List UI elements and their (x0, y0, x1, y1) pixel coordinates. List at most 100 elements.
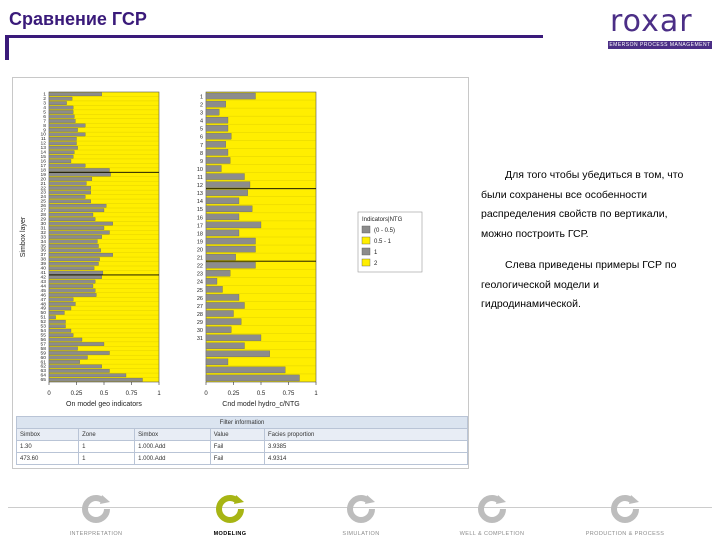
chart-2-y-tick-label: 12 (197, 183, 203, 189)
chart-1-x-tick-label: 0.25 (71, 391, 83, 397)
chart-1-bar (48, 360, 80, 364)
chart-2-bar (205, 366, 286, 374)
legend-swatch (361, 225, 371, 234)
chart-1-bar (48, 279, 96, 284)
chart-1-y-tick-label: 1 (43, 92, 46, 98)
chart-1-x-tick-label: 0 (47, 391, 51, 397)
chart-2-bar (205, 197, 240, 204)
cycle-arrow-icon (216, 495, 244, 523)
chart-1-y-tick-label: 57 (41, 341, 47, 347)
chart-1-y-tick-label: 47 (41, 297, 47, 303)
chart-1-y-tick-label: 62 (41, 364, 47, 370)
chart-2-y-tick-label: 28 (197, 312, 203, 318)
chart-1-y-tick-label: 2 (43, 96, 46, 102)
chart-1-bar (48, 257, 100, 262)
table-cell: 1 (78, 440, 136, 453)
chart-2-bar (205, 157, 231, 164)
legend-swatch (361, 236, 371, 245)
chart-1-y-tick-label: 23 (41, 190, 47, 196)
chart-2-bar (205, 165, 222, 172)
chart-1-bar (48, 239, 98, 244)
chart-1-bar (48, 159, 72, 163)
chart-2-x-tick-label: 0 (204, 391, 208, 397)
chart-1-y-tick-label: 28 (41, 212, 47, 218)
chart-2-y-tick-label: 23 (197, 272, 203, 278)
chart-2-y-tick-label: 20 (197, 248, 203, 254)
chart-2-y-tick-label: 9 (200, 159, 203, 165)
chart-2-y-tick-label: 21 (197, 256, 203, 262)
chart-2-bar (205, 117, 229, 124)
chart-2-bar (205, 326, 232, 333)
chart-2-y-tick-label: 7 (200, 143, 203, 149)
chart-1-y-tick-label: 46 (41, 292, 47, 298)
workflow-step-label: INTERPRETATION (69, 531, 123, 537)
chart-2-bar (205, 342, 245, 349)
chart-2-bar (205, 245, 256, 253)
chart-1-y-tick-label: 36 (41, 248, 47, 254)
table-cell: Simbox (15, 428, 80, 441)
chart-1-y-tick-label: 50 (41, 310, 47, 316)
table-cell: 1.000.Add (134, 452, 211, 465)
chart-1-bar (48, 110, 74, 114)
chart-1-bar (48, 190, 91, 195)
chart-2-bar (205, 92, 256, 100)
chart-1-bar (48, 195, 86, 199)
chart-1-bar (48, 114, 75, 119)
chart-2-y-tick-label: 16 (197, 215, 203, 221)
chart-2-bar (205, 149, 229, 156)
chart-1-y-tick-label: 9 (43, 127, 46, 133)
chart-1-y-tick-label: 7 (43, 118, 46, 124)
description-paragraph-1: Для того чтобы убедиться в том, что были… (481, 169, 684, 240)
chart-2-y-tick-label: 27 (197, 304, 203, 310)
chart-1-y-tick-label: 60 (41, 355, 47, 361)
chart-1-y-tick-label: 5 (43, 109, 46, 115)
legend-item: (0 - 0.5) (374, 228, 395, 234)
chart-1-bar (48, 150, 75, 155)
chart-1-bar (48, 346, 78, 351)
chart-1-x-tick-label: 0.75 (126, 391, 138, 397)
chart-1-y-tick-label: 17 (41, 163, 47, 169)
cycle-arrow-icon (478, 495, 506, 523)
chart-1-bar (48, 154, 74, 159)
chart-1-y-tick-label: 52 (41, 319, 47, 325)
chart-1-y-tick-label: 33 (41, 234, 47, 240)
chart-1-y-tick-label: 38 (41, 257, 47, 263)
chart-2-bar (205, 318, 242, 325)
chart-2-y-tick-label: 8 (200, 151, 203, 157)
legend-swatch (361, 258, 371, 267)
logo-tagline: EMERSON PROCESS MANAGEMENT (608, 41, 712, 49)
chart-2-y-tick-label: 5 (200, 127, 203, 133)
chart-1-bar (48, 369, 110, 373)
chart-1-y-tick-label: 11 (41, 136, 46, 142)
chart-2-y-tick-label: 14 (197, 199, 203, 205)
chart-2-bar (205, 253, 236, 261)
chart-2-bar (205, 189, 248, 196)
slide-title: Сравнение ГСР (9, 9, 147, 29)
chart-2-y-tick-label: 2 (200, 103, 203, 109)
chart-1-y-tick-label: 30 (41, 221, 47, 227)
chart-1-y-tick-label: 18 (41, 167, 47, 173)
table-cell: Value (209, 428, 265, 441)
chart-1-bar (48, 302, 76, 306)
workflow-line (8, 507, 712, 508)
table-cell: 1.30 (15, 440, 80, 453)
chart-2-bar (205, 229, 240, 237)
chart-1-y-tick-label: 53 (41, 324, 47, 330)
chart-2-bar (205, 181, 251, 188)
chart-2-x-axis-label: Cnd model hydro_c/NTG (222, 401, 299, 408)
chart-2-bar (205, 100, 226, 108)
chart-2-bar (205, 141, 226, 148)
legend-item: 2 (374, 261, 378, 267)
chart-2-y-tick-label: 10 (197, 167, 203, 173)
chart-1-y-tick-label: 12 (41, 141, 47, 147)
table-cell: 473.60 (15, 452, 80, 465)
chart-1-bar (48, 253, 113, 257)
chart-1-bar (48, 177, 93, 181)
chart-1-bar (48, 181, 87, 186)
chart-1-bar (48, 342, 105, 346)
chart-1-bar (48, 373, 127, 378)
chart-2-y-tick-label: 26 (197, 296, 203, 302)
title-underline (5, 35, 543, 38)
workflow-step-3: SIMULATION (301, 493, 421, 537)
chart-1-y-tick-label: 42 (41, 274, 47, 280)
